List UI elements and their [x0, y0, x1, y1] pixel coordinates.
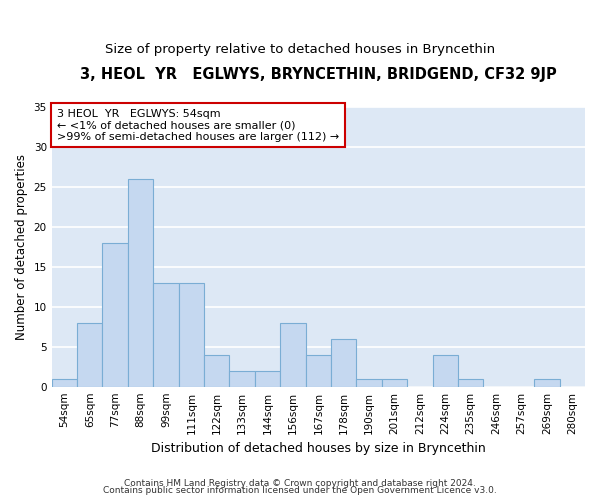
Bar: [534, 378, 560, 386]
Bar: [433, 354, 458, 386]
Bar: [179, 283, 204, 387]
Bar: [128, 179, 153, 386]
Y-axis label: Number of detached properties: Number of detached properties: [15, 154, 28, 340]
Bar: [229, 370, 255, 386]
Text: 3 HEOL  YR   EGLWYS: 54sqm
← <1% of detached houses are smaller (0)
>99% of semi: 3 HEOL YR EGLWYS: 54sqm ← <1% of detache…: [57, 108, 339, 142]
Bar: [382, 378, 407, 386]
Bar: [52, 378, 77, 386]
Text: Contains HM Land Registry data © Crown copyright and database right 2024.: Contains HM Land Registry data © Crown c…: [124, 478, 476, 488]
Bar: [458, 378, 484, 386]
Title: 3, HEOL  YR   EGLWYS, BRYNCETHIN, BRIDGEND, CF32 9JP: 3, HEOL YR EGLWYS, BRYNCETHIN, BRIDGEND,…: [80, 68, 557, 82]
Bar: [153, 283, 179, 387]
Text: Contains public sector information licensed under the Open Government Licence v3: Contains public sector information licen…: [103, 486, 497, 495]
Bar: [255, 370, 280, 386]
Bar: [204, 354, 229, 386]
X-axis label: Distribution of detached houses by size in Bryncethin: Distribution of detached houses by size …: [151, 442, 486, 455]
Bar: [305, 354, 331, 386]
Bar: [280, 323, 305, 386]
Bar: [77, 323, 103, 386]
Bar: [103, 243, 128, 386]
Bar: [356, 378, 382, 386]
Text: Size of property relative to detached houses in Bryncethin: Size of property relative to detached ho…: [105, 42, 495, 56]
Bar: [331, 339, 356, 386]
